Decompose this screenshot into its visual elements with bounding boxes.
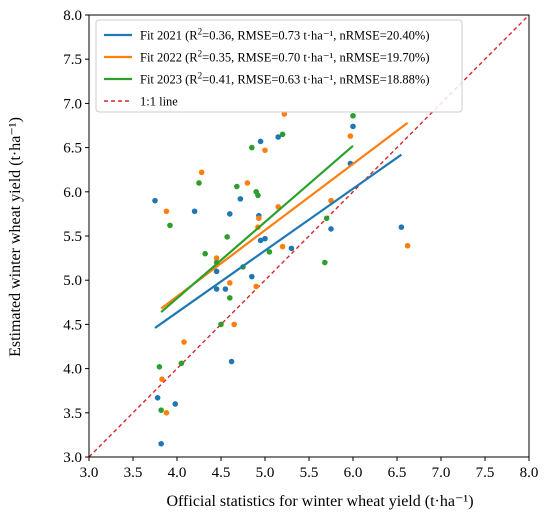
point-2023 — [227, 295, 233, 301]
point-2021 — [237, 196, 244, 202]
point-2022 — [256, 215, 262, 222]
legend-text-part: Fit 2023 (R — [140, 73, 198, 87]
point-2023 — [158, 407, 164, 413]
y-tick-label: 3.0 — [63, 450, 82, 466]
legend-label-2021: Fit 2021 (R2=0.36, RMSE=0.73 t·ha⁻¹, nRM… — [140, 27, 430, 43]
x-tick-label: 3.5 — [124, 465, 143, 481]
y-tick-label: 7.5 — [63, 52, 82, 68]
point-2023 — [234, 183, 240, 190]
legend-text-part: 1:1 line — [140, 95, 178, 109]
point-2022 — [404, 242, 411, 249]
point-2021 — [172, 401, 179, 407]
legend-text-part: =0.35, RMSE=0.70 t·ha⁻¹, nRMSE=19.70%) — [202, 51, 429, 65]
point-2023 — [350, 112, 356, 119]
point-2022 — [281, 111, 288, 117]
point-2022 — [279, 243, 286, 250]
legend-superscript: 2 — [198, 71, 203, 81]
legend-label-oneone: 1:1 line — [140, 95, 178, 109]
point-2021 — [262, 235, 268, 242]
point-2021 — [257, 138, 264, 145]
y-tick-label: 6.0 — [63, 185, 82, 201]
point-2021 — [191, 208, 198, 215]
x-tick-label: 6.5 — [388, 465, 407, 481]
point-2023 — [266, 249, 273, 255]
legend-text-part: =0.36, RMSE=0.73 t·ha⁻¹, nRMSE=20.40%) — [202, 29, 429, 43]
point-2023 — [156, 364, 163, 370]
x-tick-label: 6.0 — [344, 465, 363, 481]
point-2023 — [255, 192, 261, 199]
point-2023 — [323, 215, 330, 222]
point-2022 — [253, 283, 259, 290]
x-tick-label: 4.0 — [168, 465, 187, 481]
x-tick-label: 3.0 — [80, 465, 99, 481]
point-2022 — [163, 410, 170, 416]
point-2023 — [167, 222, 173, 229]
point-2021 — [154, 394, 161, 401]
y-tick-label: 8.0 — [63, 8, 82, 24]
legend-box — [95, 19, 463, 113]
x-axis-title: Official statistics for winter wheat yie… — [166, 493, 473, 510]
fit-line-2021 — [154, 153, 403, 329]
point-2021 — [152, 197, 158, 204]
point-2022 — [198, 169, 205, 176]
point-2023 — [196, 180, 202, 186]
point-2021 — [398, 224, 405, 230]
legend: Fit 2021 (R2=0.36, RMSE=0.73 t·ha⁻¹, nRM… — [95, 19, 463, 113]
point-2023 — [322, 259, 328, 266]
legend-text-part: =0.41, RMSE=0.63 t·ha⁻¹, nRMSE=18.88%) — [202, 73, 429, 87]
point-2023 — [218, 321, 224, 328]
y-tick-label: 3.5 — [63, 406, 82, 422]
point-2022 — [213, 255, 220, 261]
x-tick-label: 8.0 — [520, 465, 539, 481]
point-2023 — [249, 144, 255, 151]
point-2021 — [222, 286, 229, 292]
legend-superscript: 2 — [198, 27, 203, 37]
point-2021 — [228, 358, 235, 365]
y-tick-label: 7.0 — [63, 96, 82, 112]
point-2022 — [159, 376, 165, 383]
point-2021 — [328, 226, 334, 232]
y-tick-label: 6.5 — [63, 141, 82, 157]
point-2021 — [350, 123, 356, 130]
point-2022 — [231, 321, 237, 328]
y-axis-title: Estimated winter wheat yield (t·ha⁻¹) — [7, 117, 24, 357]
legend-text-part: Fit 2021 (R — [140, 29, 198, 43]
point-2021 — [275, 134, 282, 140]
x-tick-label: 5.0 — [256, 465, 275, 481]
y-tick-label: 5.0 — [63, 273, 82, 289]
x-tick-label: 4.5 — [212, 465, 231, 481]
point-2022 — [181, 339, 187, 345]
point-2021 — [227, 211, 233, 217]
point-2021 — [249, 273, 255, 280]
y-tick-label: 4.5 — [63, 317, 82, 333]
x-tick-label: 5.5 — [300, 465, 319, 481]
point-2022 — [163, 208, 170, 215]
point-2022 — [227, 280, 233, 286]
axes: 3.0 3.5 4.0 4.5 5.0 5.5 6.0 6.5 7.0 7.5 8.0 3.0 3.5 4… — [63, 8, 538, 481]
point-2023 — [224, 234, 230, 240]
x-tick-label: 7.0 — [432, 465, 451, 481]
y-tick-label: 4.0 — [63, 362, 82, 378]
point-2022 — [244, 180, 251, 186]
y-tick-label: 5.5 — [63, 229, 82, 245]
x-tick-label: 7.5 — [476, 465, 495, 481]
point-2023 — [202, 250, 208, 257]
point-2023 — [178, 360, 185, 367]
legend-text-part: Fit 2022 (R — [140, 51, 198, 65]
legend-label-2022: Fit 2022 (R2=0.35, RMSE=0.70 t·ha⁻¹, nRM… — [140, 49, 430, 65]
legend-superscript: 2 — [198, 49, 203, 59]
point-2021 — [257, 237, 264, 244]
point-2021 — [158, 440, 164, 447]
legend-label-2023: Fit 2023 (R2=0.41, RMSE=0.63 t·ha⁻¹, nRM… — [140, 71, 430, 87]
point-2022 — [347, 133, 354, 139]
point-2021 — [288, 245, 295, 252]
fit-line-2023 — [160, 145, 354, 313]
point-2022 — [262, 147, 268, 154]
point-2023 — [279, 131, 286, 138]
point-2021 — [213, 286, 220, 292]
point-2021 — [213, 268, 220, 275]
